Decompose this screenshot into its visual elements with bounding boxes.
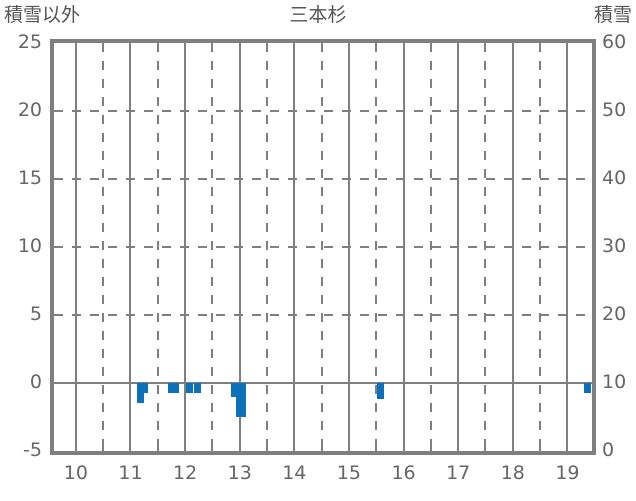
- x-tick-label: 14: [282, 462, 307, 484]
- x-tick-mark-top: [429, 43, 432, 50]
- x-tick-mark-top: [129, 43, 132, 50]
- x-tick-mark: [102, 444, 105, 451]
- bar: [239, 383, 247, 417]
- gridline-y-10: [54, 246, 592, 248]
- left-axis-title: 積雪以外: [4, 4, 81, 26]
- x-tick-mark-top: [184, 43, 187, 50]
- x-tick-label: 18: [500, 462, 525, 484]
- gridline-y-5: [54, 314, 592, 316]
- x-tick-label: 10: [63, 462, 88, 484]
- x-tick-label: 15: [336, 462, 362, 484]
- x-tick-mark-top: [511, 43, 514, 50]
- x-tick-mark: [402, 444, 405, 451]
- x-tick-mark: [539, 444, 542, 451]
- bar: [141, 383, 149, 393]
- bar: [167, 383, 175, 393]
- y-tick-label-right: 40: [602, 167, 627, 189]
- bar: [193, 383, 201, 393]
- x-tick-mark: [156, 444, 159, 451]
- x-tick-mark: [457, 444, 460, 451]
- y-tick-label-right: 0: [602, 439, 615, 461]
- plot-area: [50, 39, 596, 455]
- x-tick-mark: [266, 444, 268, 451]
- x-tick-mark: [511, 444, 514, 451]
- x-tick-mark: [429, 444, 432, 451]
- x-tick-label: 16: [391, 462, 416, 484]
- gridline-y-15: [54, 178, 592, 180]
- x-tick-mark-top: [102, 43, 105, 50]
- chart-title: 三本杉: [289, 4, 347, 26]
- x-tick-mark: [293, 444, 296, 451]
- x-tick-mark-top: [402, 43, 405, 50]
- y-tick-label-left: 15: [17, 167, 42, 189]
- y-tick-label-left: 20: [17, 99, 42, 121]
- bar: [185, 383, 193, 393]
- x-tick-mark: [347, 444, 350, 451]
- x-tick-label: 17: [446, 462, 471, 484]
- x-tick-mark-top: [266, 43, 268, 50]
- x-tick-label: 13: [227, 462, 252, 484]
- x-tick-mark-top: [320, 43, 323, 50]
- y-tick-label-left: 10: [17, 235, 42, 257]
- bar: [235, 383, 243, 417]
- right-axis-title: 積雪: [593, 4, 632, 26]
- x-tick-mark-top: [211, 43, 214, 50]
- y-tick-label-left: 0: [29, 371, 42, 393]
- y-tick-label-left: 25: [17, 31, 42, 53]
- x-tick-mark: [211, 444, 214, 451]
- y-tick-label-right: 60: [602, 31, 627, 53]
- x-tick-mark-top: [238, 43, 241, 50]
- x-tick-mark-top: [74, 43, 77, 50]
- gridline-y-20: [54, 110, 592, 112]
- y-tick-label-right: 20: [602, 303, 627, 325]
- x-tick-mark-top: [375, 43, 378, 50]
- x-tick-mark-top: [293, 43, 296, 50]
- bar: [136, 383, 144, 404]
- gridline-y-0: [54, 382, 592, 384]
- bar: [584, 383, 592, 393]
- y-tick-label-right: 10: [602, 371, 627, 393]
- x-tick-mark-top: [484, 43, 487, 50]
- x-tick-mark: [129, 444, 132, 451]
- x-tick-mark: [184, 444, 187, 451]
- x-tick-mark-top: [347, 43, 350, 50]
- x-tick-label: 11: [118, 462, 143, 484]
- x-tick-mark-top: [539, 43, 542, 50]
- x-tick-mark: [375, 444, 378, 451]
- plot-inner: [54, 43, 592, 451]
- x-tick-label: 12: [172, 462, 198, 484]
- x-tick-mark: [320, 444, 323, 451]
- x-tick-mark-top: [156, 43, 159, 50]
- x-tick-mark: [238, 444, 241, 451]
- y-tick-label-right: 30: [602, 235, 627, 257]
- bar: [231, 383, 239, 397]
- bar: [376, 383, 384, 400]
- x-tick-mark: [484, 444, 487, 451]
- y-tick-label-left: -5: [23, 439, 42, 461]
- bar: [172, 383, 180, 393]
- x-tick-mark: [566, 444, 569, 451]
- y-tick-label-right: 50: [602, 99, 627, 121]
- x-tick-mark-top: [457, 43, 460, 50]
- x-tick-mark-top: [566, 43, 569, 50]
- y-tick-label-left: 5: [29, 303, 42, 325]
- x-tick-mark: [74, 444, 77, 451]
- x-tick-label: 19: [555, 462, 580, 484]
